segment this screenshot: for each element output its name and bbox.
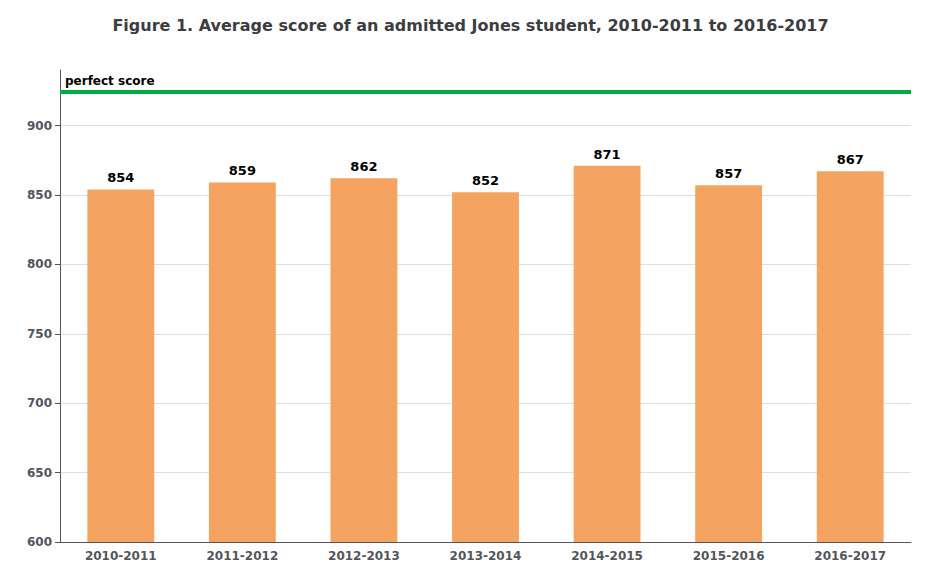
- svg-text:800: 800: [27, 257, 52, 271]
- svg-text:900: 900: [27, 119, 52, 133]
- svg-text:650: 650: [27, 466, 52, 480]
- svg-text:862: 862: [350, 159, 377, 174]
- svg-text:850: 850: [27, 188, 52, 202]
- svg-text:2014-2015: 2014-2015: [571, 549, 643, 563]
- svg-text:867: 867: [837, 152, 864, 167]
- svg-text:700: 700: [27, 396, 52, 410]
- svg-text:2015-2016: 2015-2016: [693, 549, 765, 563]
- svg-text:852: 852: [472, 173, 499, 188]
- svg-text:2012-2013: 2012-2013: [328, 549, 400, 563]
- svg-text:857: 857: [715, 166, 742, 181]
- svg-text:2010-2011: 2010-2011: [85, 549, 157, 563]
- svg-text:2013-2014: 2013-2014: [450, 549, 522, 563]
- svg-text:perfect score: perfect score: [65, 74, 155, 88]
- svg-text:750: 750: [27, 327, 52, 341]
- svg-text:871: 871: [594, 147, 621, 162]
- svg-text:854: 854: [107, 170, 134, 185]
- svg-text:859: 859: [229, 163, 256, 178]
- svg-text:600: 600: [27, 535, 52, 549]
- svg-text:Figure 1. Average score of an: Figure 1. Average score of an admitted J…: [112, 16, 828, 35]
- svg-text:2011-2012: 2011-2012: [206, 549, 278, 563]
- svg-text:2016-2017: 2016-2017: [814, 549, 886, 563]
